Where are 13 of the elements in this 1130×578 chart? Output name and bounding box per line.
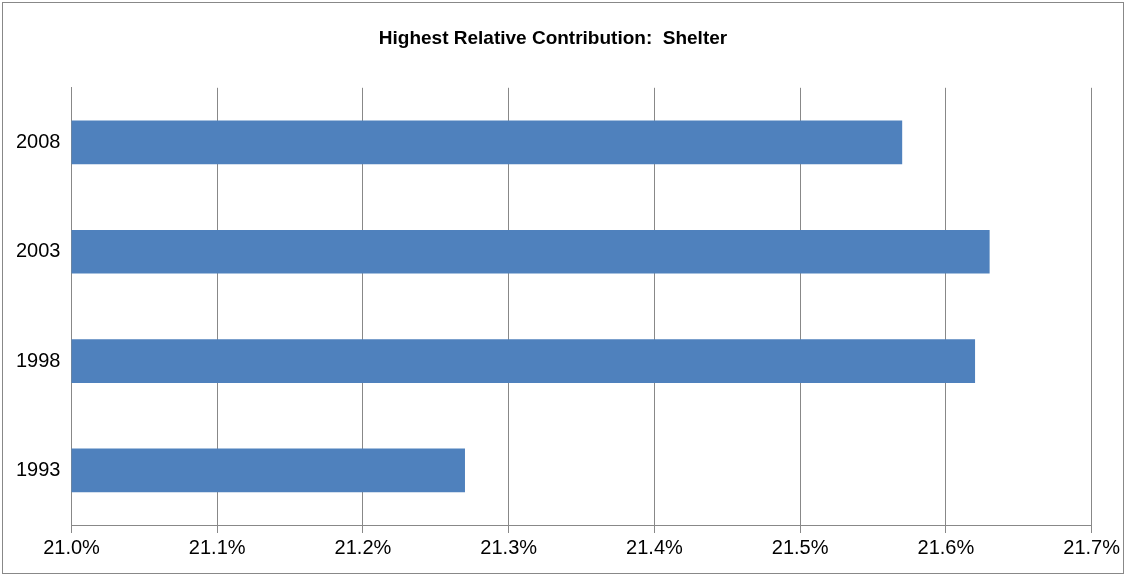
x-tick-label: 21.2% <box>334 535 392 558</box>
y-tick-label: 1993 <box>15 457 61 480</box>
x-tick-label: 21.1% <box>188 535 246 558</box>
x-tick-label: 21.4% <box>626 535 683 558</box>
x-tick-label: 21.3% <box>480 535 538 558</box>
x-tick-label: 21.5% <box>771 535 829 558</box>
x-tick-label: 21.7% <box>1063 535 1121 558</box>
chart-title: Highest Relative Contribution: Shelter <box>378 26 728 48</box>
x-tick-label: 21.6% <box>917 535 975 558</box>
y-tick-label: 1998 <box>15 348 61 371</box>
y-tick-label: 2008 <box>15 129 61 152</box>
x-tick-label: 21.0% <box>43 535 101 558</box>
y-tick-label: 2003 <box>15 239 61 262</box>
